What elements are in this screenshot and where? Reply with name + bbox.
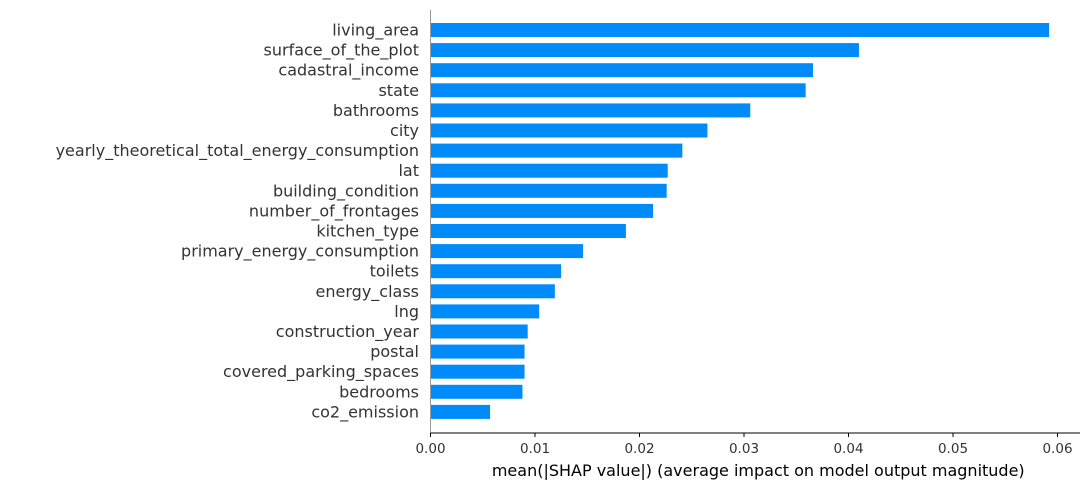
y-tick-label: city <box>390 121 419 140</box>
y-tick-label: energy_class <box>316 282 419 302</box>
y-tick-label: construction_year <box>276 322 420 342</box>
y-tick-labels: living_areasurface_of_the_plotcadastral_… <box>56 21 420 423</box>
y-tick-label: kitchen_type <box>316 222 419 242</box>
y-tick-label: lng <box>394 302 419 321</box>
x-tick-label: 0.06 <box>1042 441 1072 457</box>
y-tick-label: primary_energy_consumption <box>181 242 419 262</box>
bar-bedrooms <box>430 384 523 399</box>
y-tick-label: living_area <box>332 21 419 41</box>
bar-city <box>430 123 708 138</box>
y-tick-label: lat <box>398 161 419 180</box>
bar-building-condition <box>430 183 667 198</box>
bar-kitchen-type <box>430 224 626 238</box>
bar-lat <box>430 163 668 178</box>
x-tick-label: 0.02 <box>624 441 654 457</box>
x-tick-label: 0.05 <box>938 441 968 457</box>
bar-construction-year <box>430 324 528 339</box>
y-tick-label: bathrooms <box>333 101 419 120</box>
bar-yearly-theoretical-total-energy-consumption <box>430 143 683 158</box>
y-tick-label: toilets <box>370 262 419 281</box>
y-tick-label: bedrooms <box>339 382 419 401</box>
y-tick-label: number_of_frontages <box>249 201 419 221</box>
y-tick-label: yearly_theoretical_total_energy_consumpt… <box>56 141 419 161</box>
y-tick-label: state <box>378 81 419 100</box>
x-axis-label: mean(|SHAP value|) (average impact on mo… <box>492 461 1025 480</box>
bars-group <box>430 23 1050 419</box>
bar-co2-emission <box>430 404 491 419</box>
x-tick-label: 0.03 <box>729 441 759 457</box>
y-tick-label: cadastral_income <box>278 61 419 81</box>
y-tick-label: co2_emission <box>311 402 419 422</box>
x-tick-label: 0.00 <box>415 441 445 457</box>
bar-energy-class <box>430 284 555 299</box>
x-tick-label: 0.01 <box>520 441 550 457</box>
bar-primary-energy-consumption <box>430 244 584 259</box>
bar-lng <box>430 304 540 319</box>
bar-cadastral-income <box>430 63 813 78</box>
bar-covered-parking-spaces <box>430 364 525 379</box>
y-tick-label: surface_of_the_plot <box>264 41 419 61</box>
x-tick-label: 0.04 <box>833 441 863 457</box>
y-tick-label: postal <box>370 342 419 361</box>
bar-toilets <box>430 264 562 279</box>
bar-bathrooms <box>430 103 751 118</box>
bar-number-of-frontages <box>430 203 654 218</box>
bar-living-area <box>430 23 1050 37</box>
y-tick-label: covered_parking_spaces <box>223 362 419 382</box>
bar-postal <box>430 344 525 359</box>
bar-surface-of-the-plot <box>430 43 859 58</box>
bar-state <box>430 83 806 98</box>
y-tick-label: building_condition <box>273 181 419 201</box>
x-ticks: 0.00 0.01 0.02 0.03 0.04 0.05 0.06 <box>415 433 1073 457</box>
